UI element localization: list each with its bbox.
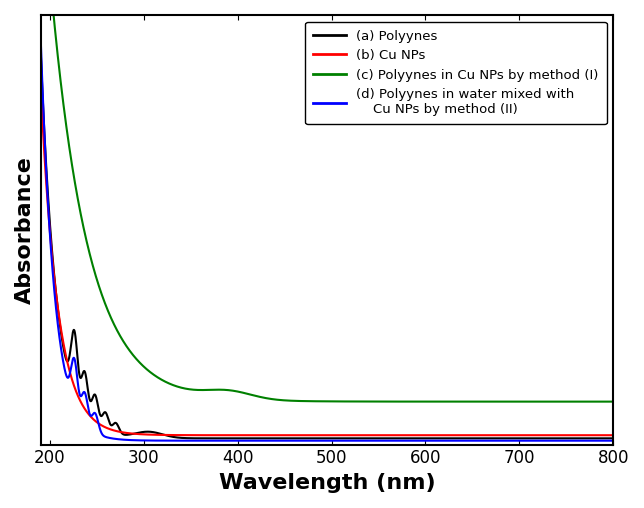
X-axis label: Wavelength (nm): Wavelength (nm) bbox=[218, 473, 435, 493]
Y-axis label: Absorbance: Absorbance bbox=[15, 156, 35, 304]
Legend: (a) Polyynes, (b) Cu NPs, (c) Polyynes in Cu NPs by method (I), (d) Polyynes in : (a) Polyynes, (b) Cu NPs, (c) Polyynes i… bbox=[305, 22, 607, 124]
